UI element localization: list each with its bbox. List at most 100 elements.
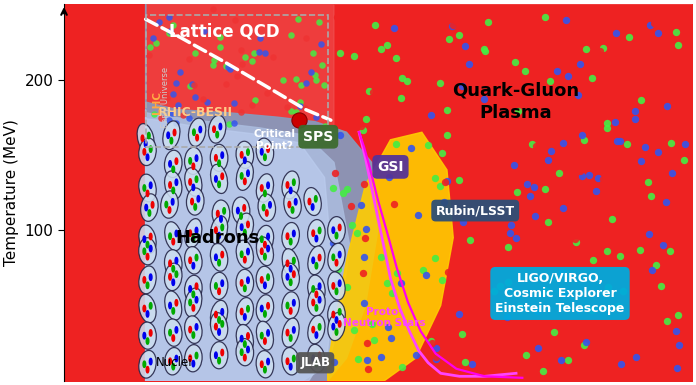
Point <box>555 357 566 363</box>
Ellipse shape <box>236 339 253 366</box>
Point <box>539 14 551 20</box>
Circle shape <box>332 323 335 330</box>
Circle shape <box>286 260 289 266</box>
Circle shape <box>260 305 263 312</box>
Point <box>406 145 417 151</box>
Polygon shape <box>145 4 692 162</box>
Point <box>513 303 524 309</box>
Point <box>148 35 159 41</box>
Point <box>480 47 491 54</box>
Ellipse shape <box>164 263 182 291</box>
Point <box>521 181 532 187</box>
Circle shape <box>246 346 249 353</box>
Ellipse shape <box>141 194 158 221</box>
Circle shape <box>240 173 243 179</box>
Point <box>285 32 296 38</box>
Ellipse shape <box>304 187 322 216</box>
Point <box>346 203 357 209</box>
Point <box>646 11 657 17</box>
Point <box>640 42 651 49</box>
Point <box>255 34 266 40</box>
Point <box>548 329 560 335</box>
Point <box>483 19 494 25</box>
Text: LHC: LHC <box>152 90 162 114</box>
Ellipse shape <box>328 243 345 271</box>
Point <box>502 314 513 320</box>
Point <box>381 280 393 286</box>
Point <box>633 267 644 273</box>
Point <box>351 230 363 236</box>
Point <box>598 176 609 182</box>
Point <box>175 69 186 75</box>
Point <box>426 366 437 372</box>
Circle shape <box>286 274 289 280</box>
Point <box>173 102 184 109</box>
Circle shape <box>244 341 246 347</box>
Point <box>327 185 338 191</box>
Circle shape <box>312 355 315 362</box>
Point <box>575 60 586 67</box>
Circle shape <box>318 324 321 330</box>
Point <box>532 308 543 314</box>
Circle shape <box>223 208 226 214</box>
Ellipse shape <box>256 266 274 293</box>
Point <box>543 219 554 226</box>
Ellipse shape <box>164 171 182 199</box>
Point <box>156 115 167 121</box>
Circle shape <box>189 286 191 292</box>
Circle shape <box>244 256 246 263</box>
Circle shape <box>214 352 217 358</box>
Circle shape <box>290 187 292 194</box>
Text: Quark-Gluon
Plasma: Quark-Gluon Plasma <box>452 82 580 122</box>
Point <box>342 284 353 290</box>
Circle shape <box>267 303 269 309</box>
Point <box>367 89 379 95</box>
Circle shape <box>172 308 175 314</box>
Point <box>594 48 606 54</box>
Point <box>631 353 642 360</box>
Circle shape <box>292 327 295 333</box>
Point <box>246 58 258 64</box>
Ellipse shape <box>282 292 299 319</box>
Circle shape <box>335 329 338 335</box>
Circle shape <box>246 248 249 255</box>
Circle shape <box>286 182 289 188</box>
Point <box>388 25 400 31</box>
Point <box>430 255 441 261</box>
Point <box>351 76 362 82</box>
Circle shape <box>192 291 195 298</box>
Point <box>617 288 628 295</box>
Circle shape <box>175 230 177 237</box>
Point <box>437 150 448 156</box>
Ellipse shape <box>139 266 156 294</box>
Circle shape <box>150 146 152 152</box>
Circle shape <box>290 238 292 245</box>
Point <box>426 112 437 118</box>
Point <box>635 158 647 164</box>
Point <box>224 121 235 127</box>
Ellipse shape <box>164 319 182 346</box>
Point <box>295 82 306 88</box>
Circle shape <box>196 134 198 141</box>
Circle shape <box>146 338 149 344</box>
Point <box>621 48 632 54</box>
Point <box>145 44 156 50</box>
Point <box>178 112 189 119</box>
Circle shape <box>150 330 152 336</box>
Point <box>479 56 490 62</box>
Point <box>150 40 161 46</box>
Point <box>645 193 656 199</box>
Circle shape <box>221 349 223 356</box>
Point <box>601 121 612 127</box>
Circle shape <box>290 266 292 272</box>
Text: SPS: SPS <box>303 130 333 144</box>
Point <box>576 173 587 179</box>
Point <box>647 266 658 273</box>
Circle shape <box>214 323 217 330</box>
Ellipse shape <box>284 191 301 218</box>
Circle shape <box>312 257 315 263</box>
Point <box>253 49 264 55</box>
Circle shape <box>264 338 267 344</box>
Point <box>446 23 457 29</box>
Ellipse shape <box>210 243 228 271</box>
